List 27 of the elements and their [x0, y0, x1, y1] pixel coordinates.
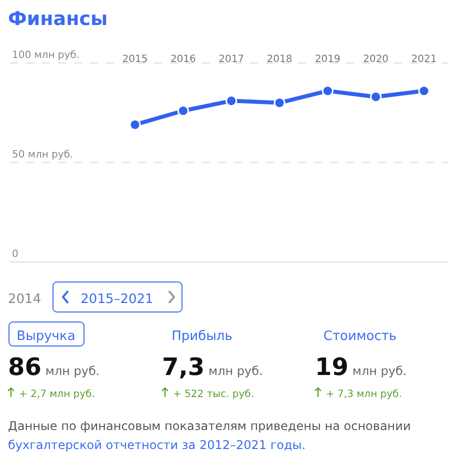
text: 2015–2021 [80, 292, 154, 307]
chart-title: Финансы [8, 8, 108, 30]
x-tick-label: 2019 [314, 54, 340, 65]
y-tick-label: 50 млн руб. [12, 150, 74, 160]
text: Прибыль [172, 329, 232, 344]
x-tick-label: 2016 [170, 54, 196, 65]
text: Стоимость [323, 329, 397, 344]
x-tick-label: 2018 [266, 54, 292, 65]
y-tick-label: 100 млн руб. [12, 50, 80, 61]
text: млн руб. [352, 364, 407, 378]
y-tick-label: 0 [12, 249, 18, 260]
x-tick-label: 2015 [122, 54, 148, 65]
x-tick-label: 2020 [363, 54, 389, 65]
text: 19 [315, 353, 348, 381]
x-tick-label: 2021 [411, 54, 437, 65]
text: 86 [8, 353, 42, 381]
text: 7,3 [162, 353, 205, 381]
text: + 7,3 млн руб. [326, 389, 402, 400]
text: млн руб. [45, 364, 100, 378]
text: млн руб. [208, 364, 263, 378]
text: бухгалтерской отчетности за 2012–2021 годы. [8, 438, 306, 452]
x-tick-label: 2017 [218, 54, 244, 65]
text: 2014 [8, 292, 42, 307]
text: + 522 тыс. руб. [173, 389, 254, 400]
text: Данные по финансовым показателям приведены на основании [8, 419, 411, 433]
text: + 2,7 млн руб. [19, 389, 95, 400]
text: Выручка [16, 329, 76, 344]
